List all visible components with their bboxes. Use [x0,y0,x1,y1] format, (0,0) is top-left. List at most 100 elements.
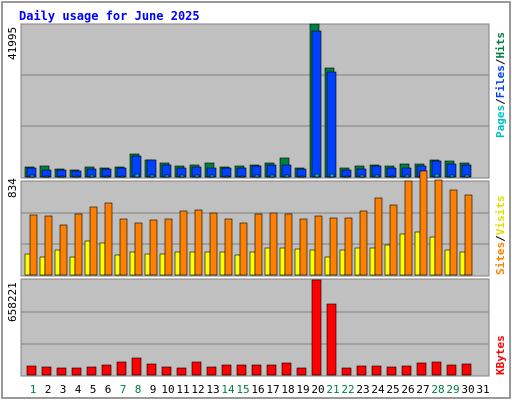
bar-kbytes-day-22 [341,367,352,376]
bar-kbytes-day-14 [221,364,232,376]
bar-visits-day-12 [189,251,196,276]
x-tick-label-day-30: 30 [461,383,474,396]
x-tick-label-day-14: 14 [221,383,235,396]
bar-pages-day-1 [29,174,35,178]
bar-visits-day-29 [444,249,451,276]
bar-sites-day-1 [29,214,38,276]
bar-sites-day-8 [134,222,143,276]
x-tick-label-day-6: 6 [105,383,112,396]
bar-kbytes-day-15 [236,364,247,376]
kbytes-panel [20,278,490,377]
sites-ymax-label: 834 [6,178,19,198]
bar-pages-day-29 [449,174,455,178]
bar-kbytes-day-7 [116,361,127,376]
x-tick-label-day-25: 25 [386,383,399,396]
bar-kbytes-day-13 [206,366,217,376]
bar-kbytes-day-18 [281,362,292,376]
bar-kbytes-day-2 [41,366,52,376]
bar-visits-day-1 [24,253,31,276]
bar-sites-day-26 [404,180,413,276]
bar-pages-day-8 [134,173,140,178]
bar-visits-day-16 [249,251,256,276]
bar-pages-day-9 [149,174,155,178]
bar-visits-day-24 [369,247,376,276]
legend-files: Files [494,65,507,98]
bar-pages-day-25 [389,175,395,178]
x-tick-label-day-4: 4 [75,383,82,396]
bar-visits-day-19 [294,248,301,276]
bar-visits-day-3 [54,249,61,276]
bar-visits-day-30 [459,251,466,276]
bar-kbytes-day-24 [371,365,382,376]
x-tick-label-day-26: 26 [401,383,414,396]
bar-sites-day-9 [149,219,158,276]
bar-kbytes-day-19 [296,367,307,376]
x-tick-label-day-19: 19 [296,383,309,396]
bar-pages-day-26 [404,174,410,178]
bar-sites-day-4 [74,213,83,276]
bar-kbytes-day-21 [326,303,337,376]
bar-files-day-21 [326,71,337,178]
bar-sites-day-20 [314,215,323,276]
bar-visits-day-20 [309,249,316,276]
x-tick-label-day-3: 3 [60,383,67,396]
bar-sites-day-25 [389,204,398,276]
bar-sites-day-13 [209,212,218,276]
hits-files-pages-panel [20,23,490,179]
bar-sites-day-2 [44,215,53,276]
bar-pages-day-2 [44,175,50,178]
bar-sites-day-14 [224,218,233,276]
bar-sites-day-28 [434,179,443,276]
bar-sites-day-30 [464,194,473,276]
bar-pages-day-6 [104,175,110,178]
bar-kbytes-day-12 [191,361,202,376]
bar-kbytes-day-8 [131,357,142,376]
bar-files-day-14 [221,167,232,178]
hits-ymax-label: 41995 [6,27,19,60]
bar-visits-day-15 [234,254,241,276]
bar-sites-day-17 [269,212,278,276]
x-tick-label-day-21: 21 [326,383,339,396]
bar-sites-day-18 [284,213,293,276]
bar-visits-day-18 [279,247,286,276]
bar-sites-day-24 [374,197,383,276]
bar-kbytes-day-27 [416,362,427,376]
x-tick-label-day-13: 13 [206,383,219,396]
x-tick-label-day-8: 8 [135,383,142,396]
bar-sites-day-22 [344,217,353,276]
bar-sites-day-10 [164,218,173,276]
kbytes-ymax-label: 658221 [6,282,19,322]
bar-visits-day-27 [414,231,421,276]
bar-visits-day-23 [354,247,361,276]
bar-pages-day-13 [209,174,215,178]
bar-pages-day-16 [254,174,260,178]
bar-pages-day-19 [299,175,305,178]
bar-pages-day-14 [224,175,230,178]
bar-pages-day-24 [374,174,380,178]
bar-kbytes-day-10 [161,366,172,376]
bar-visits-day-2 [39,256,46,276]
x-tick-label-day-12: 12 [191,383,204,396]
bar-visits-day-4 [69,256,76,276]
bar-kbytes-day-1 [26,365,37,376]
bar-visits-day-10 [159,253,166,276]
bar-files-day-15 [236,167,247,178]
x-tick-label-day-24: 24 [371,383,385,396]
bar-sites-day-7 [119,218,128,276]
bar-kbytes-day-29 [446,364,457,376]
x-tick-label-day-29: 29 [446,383,459,396]
bar-sites-day-15 [239,222,248,276]
legend-kbytes: KBytes [494,335,507,375]
x-tick-label-day-5: 5 [90,383,97,396]
bar-sites-day-11 [179,210,188,276]
chart-title: Daily usage for June 2025 [19,9,200,23]
bar-pages-day-3 [59,175,65,178]
bar-pages-day-5 [89,174,95,178]
bar-kbytes-day-3 [56,367,67,376]
bar-visits-day-26 [399,233,406,276]
bar-kbytes-day-9 [146,363,157,376]
bar-kbytes-day-23 [356,365,367,376]
bar-kbytes-day-20 [311,279,322,376]
bar-kbytes-day-28 [431,361,442,376]
x-tick-label-day-16: 16 [251,383,264,396]
